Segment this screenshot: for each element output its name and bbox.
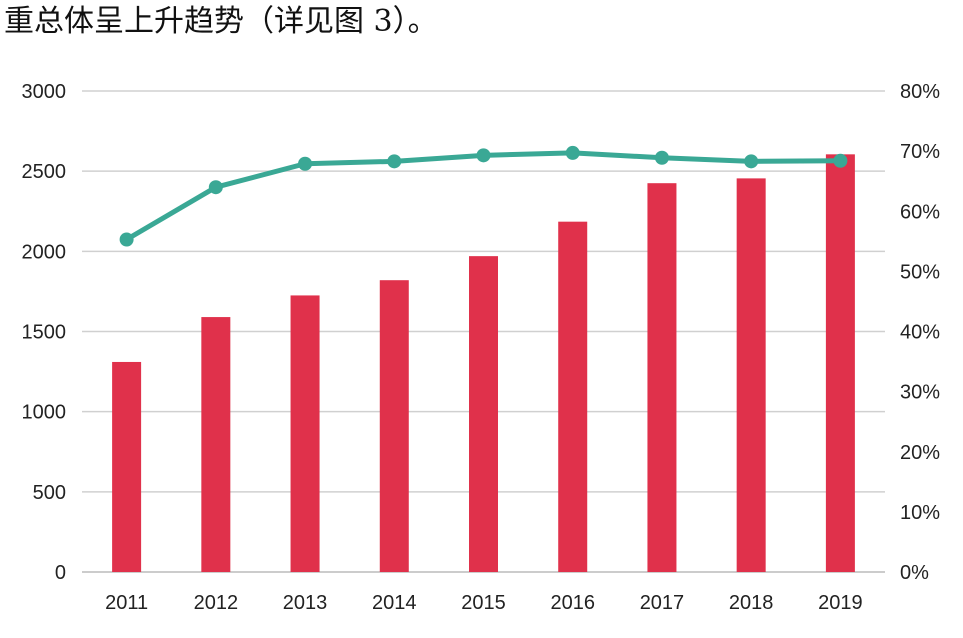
line-point bbox=[654, 150, 669, 165]
line-point bbox=[387, 154, 402, 169]
left-tick-label: 2000 bbox=[22, 241, 67, 263]
right-tick-label: 30% bbox=[900, 382, 940, 404]
left-tick-label: 500 bbox=[33, 482, 66, 504]
bar bbox=[112, 361, 142, 572]
right-tick-label: 20% bbox=[900, 442, 940, 464]
bar bbox=[736, 178, 766, 573]
x-tick-label: 2019 bbox=[818, 592, 863, 614]
caption-text: 重总体呈上升趋势（详见图 3）。 bbox=[4, 4, 438, 39]
left-axis: 0 500 1000 1500 2000 2500 3000 bbox=[22, 81, 67, 584]
left-tick-label: 1500 bbox=[22, 322, 67, 344]
right-tick-label: 70% bbox=[900, 141, 940, 163]
bar bbox=[201, 317, 231, 572]
right-tick-label: 0% bbox=[900, 562, 929, 584]
left-tick-label: 1000 bbox=[22, 402, 67, 424]
bar bbox=[647, 183, 677, 573]
bar-series bbox=[112, 154, 855, 573]
right-tick-label: 40% bbox=[900, 322, 940, 344]
bar bbox=[825, 154, 855, 572]
bar bbox=[469, 256, 498, 572]
bar bbox=[558, 221, 588, 572]
x-tick-label: 2015 bbox=[461, 592, 506, 614]
bar bbox=[379, 280, 409, 572]
right-tick-label: 50% bbox=[900, 261, 940, 283]
x-tick-label: 2016 bbox=[550, 592, 595, 614]
x-tick-label: 2017 bbox=[640, 592, 685, 614]
right-tick-label: 80% bbox=[900, 81, 940, 103]
bar bbox=[290, 295, 320, 572]
right-tick-label: 10% bbox=[900, 502, 940, 524]
line-point bbox=[565, 145, 580, 160]
x-axis: 2011 2012 2013 2014 2015 2016 2017 2018 2019 bbox=[105, 592, 863, 614]
line-point bbox=[744, 154, 759, 169]
right-axis: 0% 10% 20% 30% 40% 50% 60% 70% 80% bbox=[900, 81, 940, 584]
left-tick-label: 3000 bbox=[22, 81, 67, 103]
left-tick-label: 0 bbox=[55, 562, 66, 584]
line-point bbox=[476, 148, 491, 163]
x-tick-label: 2014 bbox=[372, 592, 417, 614]
line-point bbox=[119, 232, 134, 247]
x-tick-label: 2013 bbox=[283, 592, 328, 614]
line-point bbox=[298, 156, 313, 171]
line-point bbox=[833, 153, 848, 168]
right-tick-label: 60% bbox=[900, 201, 940, 223]
series-line bbox=[124, 150, 843, 243]
x-tick-label: 2018 bbox=[729, 592, 774, 614]
line-series bbox=[119, 145, 848, 247]
line-point bbox=[208, 180, 223, 195]
x-tick-label: 2011 bbox=[105, 592, 148, 614]
x-tick-label: 2012 bbox=[194, 592, 239, 614]
left-tick-label: 2500 bbox=[22, 161, 67, 183]
